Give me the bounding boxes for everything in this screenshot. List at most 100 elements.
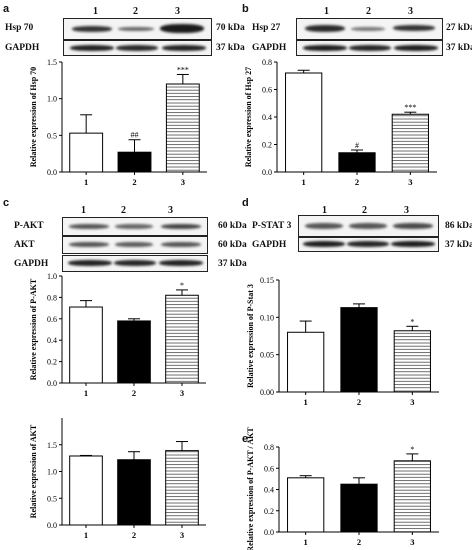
y-tick-label: 0.8 [264,443,274,452]
bar [391,113,429,173]
lane-label: 2 [366,6,371,17]
lane-label: 2 [362,205,367,216]
y-tick-label: 0.0 [264,528,274,537]
lane-label: 1 [324,6,329,17]
y-tick-label: 0.2 [264,507,274,516]
significance-annotation: *** [177,65,189,74]
bar [285,72,323,173]
y-tick-label: 0.2 [262,141,272,150]
y-tick-label: 0.10 [260,313,274,322]
x-tick-label: 2 [357,397,361,407]
y-tick-label: 0.00 [260,388,274,397]
y-tick-label: 0.4 [262,113,272,122]
y-tick-label: 0.5 [47,494,57,503]
panel-letter-a: a [3,3,10,15]
y-tick-label: 0.6 [264,464,274,473]
x-tick-label: 3 [410,397,414,407]
blot-kda-label: 37 kDa [218,259,247,269]
lane-label: 2 [133,6,138,17]
blot-kda-label: 37 kDa [446,43,472,53]
western-blot-band-image [62,236,208,254]
panel-letter-e: e [242,433,249,445]
x-tick-label: 1 [304,397,308,407]
x-tick-label: 1 [304,537,308,547]
western-blot-band-image [296,40,443,56]
panel-letter-c: c [3,197,10,209]
bar [340,307,378,393]
x-tick-label: 3 [181,177,185,187]
panel-letter-d: d [242,197,249,209]
lane-label: 1 [81,205,86,216]
lane-label: 3 [404,205,409,216]
x-tick-label: 2 [355,177,359,187]
bar [69,455,103,526]
bar [393,460,431,533]
blot-protein-label: GAPDH [252,43,287,53]
x-tick-label: 3 [180,530,184,540]
y-axis-label: Relative expression of Hsp 70 [29,67,38,167]
x-tick-label: 3 [180,388,184,398]
significance-annotation: *** [404,103,416,112]
y-tick-label: 1.0 [47,468,57,477]
x-tick-label: 1 [84,177,88,187]
x-tick-label: 1 [84,530,88,540]
y-tick-label: 0.8 [47,293,57,302]
lane-label: 3 [175,6,180,17]
significance-annotation: * [410,445,414,454]
y-tick-label: 1.0 [47,95,57,104]
western-blot-band-image [298,237,439,252]
x-tick-label: 2 [132,177,136,187]
chart-b: 0.0 0.2 0.4 0.6 0.8 Relative expression of Hs… [244,58,437,187]
lane-label: 3 [168,205,173,216]
blot-protein-label: AKT [14,240,35,250]
western-blot-band-image [62,217,208,236]
y-tick-label: 0.6 [262,86,272,95]
panel-letter-b: b [242,3,249,15]
western-blot-band-image [298,215,439,237]
x-tick-label: 1 [302,177,306,187]
bar [69,306,103,384]
chart-d: 0.00 0.05 0.10 0.15 Relative expression of P… [246,276,439,407]
y-axis-label: Relative expression of P-Stat 3 [246,284,255,388]
chart-a: 0.0 0.5 1.0 1.5 Relative expression of Hsp 7… [29,58,207,187]
x-tick-label: 2 [357,537,361,547]
western-blot-band-image [296,18,443,40]
y-tick-label: 0.0 [47,168,57,177]
y-tick-label: 0.8 [262,58,272,67]
blot-protein-label: Hsp 27 [252,23,281,33]
y-tick-label: 0.0 [47,379,57,388]
blot-kda-label: 37 kDa [445,240,472,250]
y-tick-label: 1.0 [47,272,57,281]
blot-kda-label: 37 kDa [216,43,245,53]
bar [165,83,200,173]
y-tick-label: 0.15 [260,276,274,285]
significance-annotation: * [410,317,414,326]
chart-e: 0.0 0.2 0.4 0.6 0.8 Relative expression of P-… [246,427,439,550]
bar [287,477,325,533]
bar [117,151,152,173]
chart-c2: 0.0 0.5 1.0 1.5 Relative expression of AKT 1 2… [29,418,206,540]
bar [117,320,151,384]
blot-protein-label: Hsp 70 [5,23,34,33]
y-tick-label: 0.2 [47,358,57,367]
y-tick-label: 0.05 [260,351,274,360]
blot-kda-label: 27 kDa [446,23,472,33]
y-tick-label: 1.5 [47,441,57,450]
bar [393,330,431,393]
lane-label: 1 [93,6,98,17]
blot-protein-label: GAPDH [252,240,287,250]
lane-label: 2 [121,205,126,216]
y-axis-label: Relative expression of Hsp 27 [244,67,253,167]
x-tick-label: 2 [132,530,136,540]
y-tick-label: 0.5 [47,131,57,140]
bar [165,450,199,526]
lane-label: 1 [322,205,327,216]
x-tick-label: 3 [408,177,412,187]
western-blot-band-image [62,255,208,272]
blot-kda-label: 60 kDa [218,221,247,231]
bar [69,132,104,173]
blot-protein-label: P-STAT 3 [252,221,292,231]
significance-annotation: ## [131,131,139,140]
western-blot-band-image [63,18,212,40]
